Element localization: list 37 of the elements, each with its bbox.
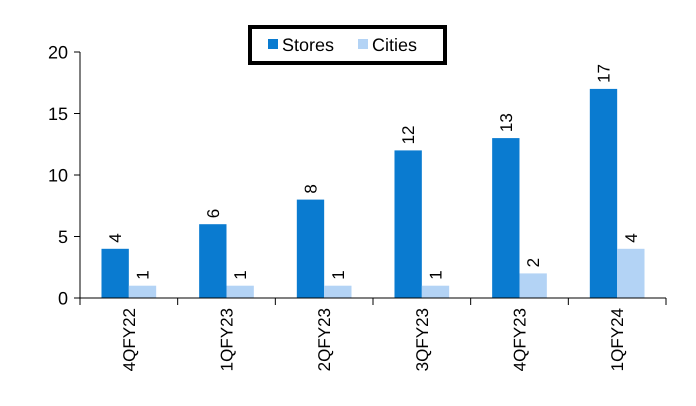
bar [422, 286, 450, 298]
bar [128, 286, 156, 298]
data-label: 1 [231, 270, 250, 280]
y-tick-label: 10 [48, 165, 68, 186]
x-tick-label: 3QFY23 [412, 308, 432, 372]
y-tick-label: 0 [58, 288, 68, 308]
bar [394, 150, 422, 298]
data-label: 1 [328, 270, 348, 280]
bar [101, 248, 129, 298]
x-tick-label: 4QFY23 [510, 308, 530, 372]
bar [492, 138, 520, 298]
data-label: 12 [399, 125, 418, 144]
bar [617, 248, 645, 298]
data-label: 6 [204, 208, 223, 218]
x-tick-label: 1QFY23 [218, 308, 236, 372]
y-tick-label: 20 [48, 42, 68, 62]
data-label: 8 [301, 184, 320, 194]
data-label: 2 [524, 258, 544, 268]
bar [324, 286, 352, 298]
x-tick-label: 2QFY23 [315, 308, 334, 372]
y-tick-label: 15 [48, 104, 68, 124]
legend-label: Stores [282, 35, 334, 55]
bar [226, 286, 254, 298]
data-label: 17 [594, 64, 614, 83]
data-label: 1 [134, 270, 153, 280]
y-tick-label: 5 [58, 226, 68, 247]
data-label: 4 [106, 233, 126, 243]
legend-label: Cities [372, 35, 418, 55]
data-label: 13 [496, 113, 516, 132]
x-tick-label: 1QFY24 [608, 308, 628, 372]
data-label: 4 [622, 233, 641, 243]
bar [590, 88, 618, 298]
data-label: 1 [426, 270, 446, 280]
bar [296, 200, 324, 298]
bar [199, 224, 226, 298]
bar [520, 273, 547, 298]
x-tick-label: 4QFY22 [120, 308, 139, 372]
